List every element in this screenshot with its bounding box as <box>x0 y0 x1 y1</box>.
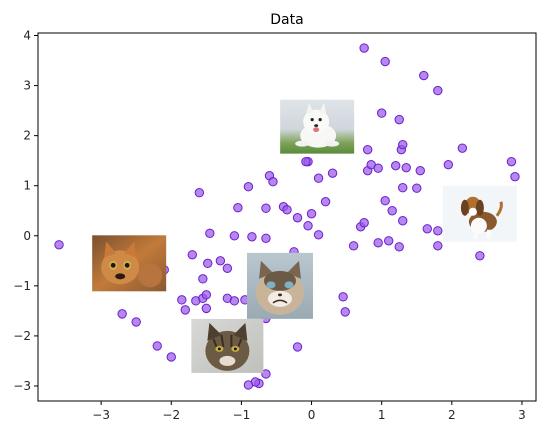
data-point <box>443 159 454 170</box>
data-point <box>229 296 240 306</box>
data-point <box>243 380 254 390</box>
data-point <box>201 290 212 300</box>
data-point <box>362 144 373 155</box>
data-point <box>261 203 271 213</box>
grumpy-cat-photo <box>246 252 313 319</box>
y-tick-label: −2 <box>13 329 31 343</box>
data-point <box>306 209 317 219</box>
data-point <box>433 85 443 96</box>
data-point <box>394 242 404 252</box>
data-point <box>433 226 443 236</box>
data-point <box>292 342 303 352</box>
y-tick-label: −1 <box>13 279 31 293</box>
data-point <box>510 171 520 182</box>
tabby-cat-photo <box>191 318 264 373</box>
data-point <box>268 177 278 187</box>
data-point <box>398 216 408 226</box>
plot-frame <box>37 32 537 402</box>
data-point <box>229 231 240 241</box>
data-point <box>391 160 401 171</box>
data-point <box>348 241 359 251</box>
y-tick-label: 2 <box>23 129 31 143</box>
data-point <box>373 163 383 173</box>
y-tick-label: 3 <box>23 79 31 93</box>
data-point <box>415 165 425 176</box>
data-point <box>398 183 408 193</box>
x-tick-label: 2 <box>448 408 456 422</box>
scatter-points <box>54 43 520 390</box>
beagle-photo <box>442 185 517 242</box>
data-point <box>387 206 397 216</box>
data-point <box>194 188 205 198</box>
x-tick-label: −1 <box>233 408 251 422</box>
data-point <box>398 139 408 150</box>
data-point <box>394 114 404 125</box>
y-tick-label: 4 <box>23 29 31 43</box>
data-point <box>180 305 190 315</box>
data-point <box>340 307 350 317</box>
data-point <box>152 341 162 351</box>
data-point <box>359 218 369 228</box>
data-point <box>303 221 313 231</box>
y-tick-label: 0 <box>23 229 31 243</box>
data-point <box>301 156 311 167</box>
y-tick-label: −3 <box>13 379 31 393</box>
x-tick-label: 0 <box>308 408 316 422</box>
data-point <box>376 108 387 118</box>
data-point <box>475 251 485 261</box>
axis-ticks: −3 −2 −1 0 1 2 3 −3 −2 −1 0 1 2 3 4 <box>13 29 525 422</box>
x-tick-label: −2 <box>162 408 180 422</box>
data-point <box>233 203 243 213</box>
data-point <box>177 295 187 305</box>
data-point <box>313 173 324 183</box>
orange-cat-photo <box>92 235 167 292</box>
data-point <box>380 56 390 67</box>
data-point <box>198 274 208 284</box>
data-point <box>187 250 198 260</box>
chart-title: Data <box>270 12 303 28</box>
data-point <box>401 162 411 173</box>
data-point <box>384 236 394 246</box>
data-point <box>320 197 331 207</box>
data-point <box>506 156 517 167</box>
data-point <box>338 292 348 302</box>
x-tick-label: −3 <box>92 408 110 422</box>
x-tick-label: 3 <box>518 408 526 422</box>
data-point <box>243 182 254 192</box>
data-point <box>419 70 429 81</box>
data-point <box>201 303 212 314</box>
y-tick-label: 1 <box>23 179 31 193</box>
data-point <box>292 213 303 223</box>
data-point <box>433 241 443 251</box>
data-point <box>54 240 64 250</box>
data-point <box>203 258 213 269</box>
husky-puppy-photo <box>280 99 355 154</box>
x-tick-label: 1 <box>378 408 386 422</box>
data-point <box>261 233 271 243</box>
data-point <box>313 230 324 240</box>
data-point <box>205 228 215 238</box>
data-point <box>373 238 383 248</box>
data-point <box>282 205 292 215</box>
data-point <box>131 317 141 327</box>
data-point <box>327 168 338 178</box>
data-point <box>261 369 271 379</box>
data-point <box>166 352 176 362</box>
data-point <box>380 196 390 206</box>
data-point <box>117 309 127 319</box>
data-point <box>422 224 432 234</box>
data-point <box>412 183 422 193</box>
data-point <box>247 232 257 242</box>
data-point <box>457 143 468 153</box>
data-point <box>215 256 226 266</box>
data-point <box>222 263 233 274</box>
data-point <box>359 43 369 53</box>
